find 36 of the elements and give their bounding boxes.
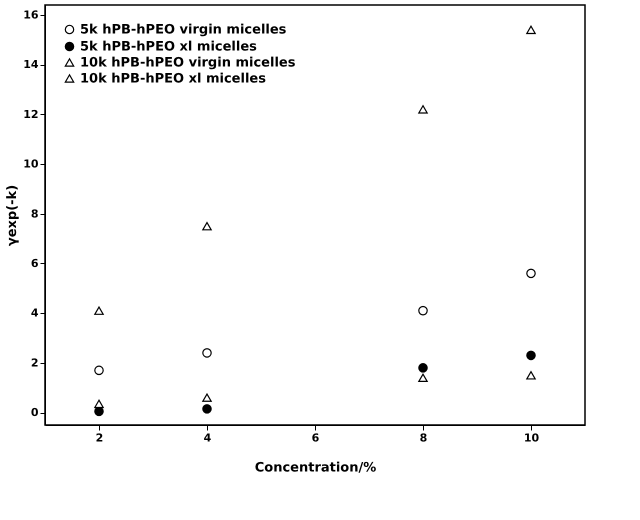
legend-label: 5k hPB-hPEO xl micelles [80, 40, 258, 54]
point [418, 363, 428, 373]
point [526, 371, 536, 380]
point [94, 366, 104, 376]
point [418, 374, 428, 382]
point [418, 306, 428, 316]
x-tick-label: 10 [524, 432, 540, 444]
y-tick-label: 16 [23, 8, 39, 22]
y-tick-label: 2 [30, 356, 38, 370]
legend-label: 10k hPB-hPEO virgin micelles [80, 56, 296, 70]
point [526, 268, 536, 278]
point [418, 105, 428, 114]
y-axis-title: γexp(-k) [5, 184, 20, 246]
x-tick-label: 4 [204, 432, 212, 444]
point [526, 350, 536, 360]
y-tick-label: 12 [23, 108, 38, 121]
x-axis-title: Concentration/% [254, 460, 376, 476]
y-tick-label: 8 [30, 207, 38, 220]
y-tick-label: 4 [30, 306, 39, 320]
point [526, 26, 536, 34]
point [202, 348, 212, 358]
point [94, 400, 104, 408]
x-tick-label: 2 [96, 432, 104, 444]
x-tick-label: 8 [420, 432, 428, 444]
y-tick-label: 10 [23, 158, 39, 171]
x-tick-label: 6 [312, 432, 320, 444]
point [202, 393, 212, 402]
y-tick-label: 0 [30, 406, 39, 420]
point [202, 222, 212, 230]
point [94, 306, 104, 315]
y-tick-label: 6 [30, 256, 39, 270]
legend-label: 5k hPB-hPEO virgin micelles [80, 22, 287, 38]
y-tick-label: 14 [23, 58, 39, 72]
legend-label: 10k hPB-hPEO xl micelles [80, 72, 266, 86]
point [94, 406, 104, 416]
point [202, 404, 212, 414]
